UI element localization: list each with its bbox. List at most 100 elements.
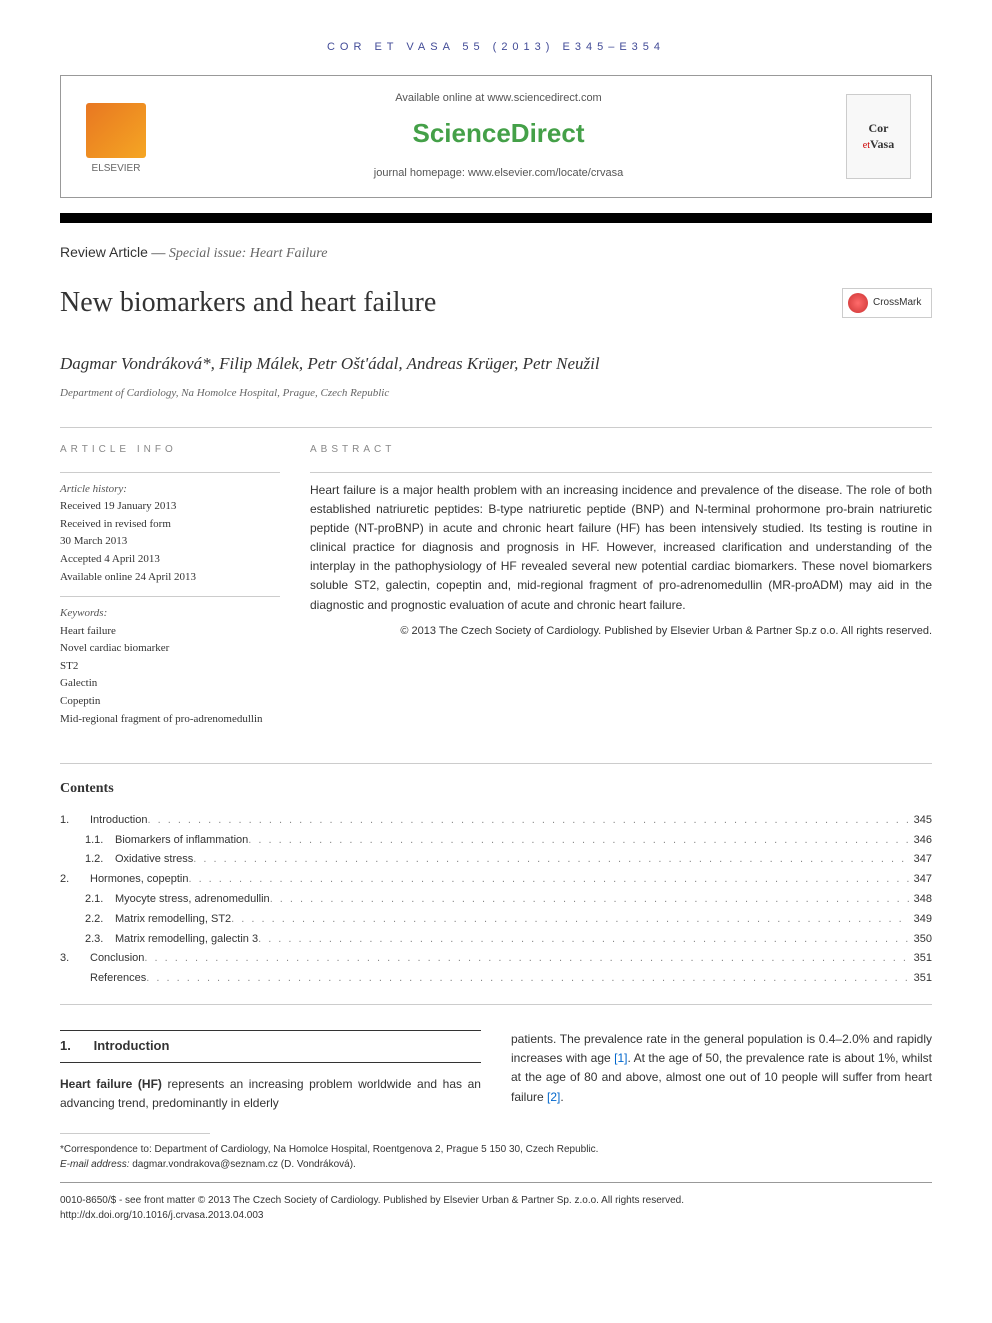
- reference-link[interactable]: [2]: [547, 1090, 560, 1104]
- toc-line[interactable]: 1.2.Oxidative stress. . . . . . . . . . …: [60, 850, 932, 870]
- keywords-block: Keywords: Heart failure Novel cardiac bi…: [60, 596, 280, 728]
- article-info-label: ARTICLE INFO: [60, 443, 280, 457]
- toc-line[interactable]: 3.Conclusion. . . . . . . . . . . . . . …: [60, 949, 932, 969]
- toc-leader-dots: . . . . . . . . . . . . . . . . . . . . …: [146, 969, 908, 989]
- toc-line[interactable]: References. . . . . . . . . . . . . . . …: [60, 969, 932, 989]
- authors: Dagmar Vondráková*, Filip Málek, Petr Oš…: [60, 352, 932, 376]
- correspondence: *Correspondence to: Department of Cardio…: [60, 1142, 932, 1157]
- history-line: Received 19 January 2013: [60, 498, 280, 516]
- toc-text: Conclusion: [90, 949, 144, 969]
- contents-section: Contents 1.Introduction. . . . . . . . .…: [60, 763, 932, 1005]
- toc-line[interactable]: 2.Hormones, copeptin. . . . . . . . . . …: [60, 870, 932, 890]
- toc-subnum: 2.3.: [60, 930, 115, 950]
- toc-text: Biomarkers of inflammation: [115, 831, 248, 851]
- toc-subnum: 2.2.: [60, 910, 115, 930]
- toc-leader-dots: . . . . . . . . . . . . . . . . . . . . …: [231, 910, 908, 930]
- section-heading: 1. Introduction: [60, 1030, 481, 1063]
- keyword: ST2: [60, 658, 280, 676]
- toc-subnum: 2.1.: [60, 890, 115, 910]
- article-type: Review Article — Special issue: Heart Fa…: [60, 243, 932, 264]
- keyword: Mid-regional fragment of pro-adrenomedul…: [60, 711, 280, 729]
- email-label: E-mail address:: [60, 1159, 129, 1170]
- header-center: Available online at www.sciencedirect.co…: [151, 91, 846, 181]
- elsevier-logo: ELSEVIER: [81, 96, 151, 176]
- elsevier-tree-icon: [86, 103, 146, 158]
- elsevier-label: ELSEVIER: [92, 162, 141, 176]
- body-text: .: [560, 1090, 563, 1104]
- crossmark-badge[interactable]: CrossMark: [842, 288, 932, 318]
- doi-line: http://dx.doi.org/10.1016/j.crvasa.2013.…: [60, 1208, 932, 1223]
- toc-text: References: [90, 969, 146, 989]
- toc-page: 347: [909, 850, 932, 870]
- toc-subnum: 1.2.: [60, 850, 115, 870]
- email-line: E-mail address: dagmar.vondrakova@seznam…: [60, 1157, 932, 1172]
- keywords-heading: Keywords:: [60, 605, 280, 623]
- crossmark-label: CrossMark: [873, 296, 921, 310]
- toc-text: Hormones, copeptin: [90, 870, 188, 890]
- toc-line[interactable]: 2.2.Matrix remodelling, ST2. . . . . . .…: [60, 910, 932, 930]
- header-box: ELSEVIER Available online at www.science…: [60, 75, 932, 197]
- toc-list: 1.Introduction. . . . . . . . . . . . . …: [60, 811, 932, 989]
- toc-line[interactable]: 2.3.Matrix remodelling, galectin 3. . . …: [60, 930, 932, 950]
- abstract-label: ABSTRACT: [310, 443, 932, 457]
- journal-cover-thumb: Cor etVasa: [846, 94, 911, 179]
- toc-leader-dots: . . . . . . . . . . . . . . . . . . . . …: [258, 930, 909, 950]
- copyright: © 2013 The Czech Society of Cardiology. …: [310, 623, 932, 641]
- article-type-label: Review Article: [60, 244, 148, 260]
- body-two-column: 1. Introduction Heart failure (HF) repre…: [60, 1030, 932, 1113]
- special-issue-label: Special issue: Heart Failure: [169, 246, 328, 261]
- footer-divider: [60, 1182, 932, 1183]
- history-line: Accepted 4 April 2013: [60, 551, 280, 569]
- email-address: dagmar.vondrakova@seznam.cz (D. Vondráko…: [132, 1159, 356, 1170]
- toc-line[interactable]: 1.1.Biomarkers of inflammation. . . . . …: [60, 831, 932, 851]
- body-column-left: 1. Introduction Heart failure (HF) repre…: [60, 1030, 481, 1113]
- toc-num: 3.: [60, 949, 90, 969]
- history-heading: Article history:: [60, 481, 280, 499]
- divider: [60, 427, 932, 428]
- toc-text: Matrix remodelling, ST2: [115, 910, 231, 930]
- sciencedirect-logo: ScienceDirect: [151, 115, 846, 151]
- history-line: Available online 24 April 2013: [60, 569, 280, 587]
- toc-leader-dots: . . . . . . . . . . . . . . . . . . . . …: [188, 870, 908, 890]
- footer-rule: [60, 1133, 210, 1134]
- toc-page: 347: [909, 870, 932, 890]
- bold-term: Heart failure (HF): [60, 1077, 162, 1091]
- article-history: Article history: Received 19 January 201…: [60, 472, 280, 587]
- toc-page: 350: [909, 930, 932, 950]
- toc-text: Introduction: [90, 811, 147, 831]
- history-line: 30 March 2013: [60, 533, 280, 551]
- black-bar-divider: [60, 213, 932, 223]
- history-line: Received in revised form: [60, 516, 280, 534]
- available-online-text: Available online at www.sciencedirect.co…: [151, 91, 846, 106]
- toc-leader-dots: . . . . . . . . . . . . . . . . . . . . …: [193, 850, 908, 870]
- affiliation: Department of Cardiology, Na Homolce Hos…: [60, 386, 932, 401]
- toc-leader-dots: . . . . . . . . . . . . . . . . . . . . …: [248, 831, 908, 851]
- section-num: 1.: [60, 1036, 90, 1057]
- toc-page: 349: [909, 910, 932, 930]
- article-info-column: ARTICLE INFO Article history: Received 1…: [60, 443, 280, 739]
- crossmark-icon: [848, 293, 868, 313]
- toc-leader-dots: . . . . . . . . . . . . . . . . . . . . …: [270, 890, 909, 910]
- reference-link[interactable]: [1]: [614, 1051, 627, 1065]
- running-head: COR ET VASA 55 (2013) E345–E354: [60, 40, 932, 55]
- toc-page: 346: [909, 831, 932, 851]
- toc-num: 1.: [60, 811, 90, 831]
- article-title: New biomarkers and heart failure: [60, 283, 436, 322]
- keyword: Copeptin: [60, 693, 280, 711]
- toc-page: 351: [909, 949, 932, 969]
- keyword: Novel cardiac biomarker: [60, 640, 280, 658]
- toc-num: 2.: [60, 870, 90, 890]
- body-column-right: patients. The prevalence rate in the gen…: [511, 1030, 932, 1113]
- toc-line[interactable]: 2.1.Myocyte stress, adrenomedullin. . . …: [60, 890, 932, 910]
- toc-subnum: 1.1.: [60, 831, 115, 851]
- issn-line: 0010-8650/$ - see front matter © 2013 Th…: [60, 1193, 932, 1208]
- toc-line[interactable]: 1.Introduction. . . . . . . . . . . . . …: [60, 811, 932, 831]
- toc-num: [60, 969, 90, 989]
- abstract-column: ABSTRACT Heart failure is a major health…: [310, 443, 932, 739]
- toc-leader-dots: . . . . . . . . . . . . . . . . . . . . …: [147, 811, 908, 831]
- contents-title: Contents: [60, 779, 932, 799]
- toc-page: 345: [909, 811, 932, 831]
- abstract-text: Heart failure is a major health problem …: [310, 481, 932, 615]
- keyword: Galectin: [60, 675, 280, 693]
- toc-text: Myocyte stress, adrenomedullin: [115, 890, 270, 910]
